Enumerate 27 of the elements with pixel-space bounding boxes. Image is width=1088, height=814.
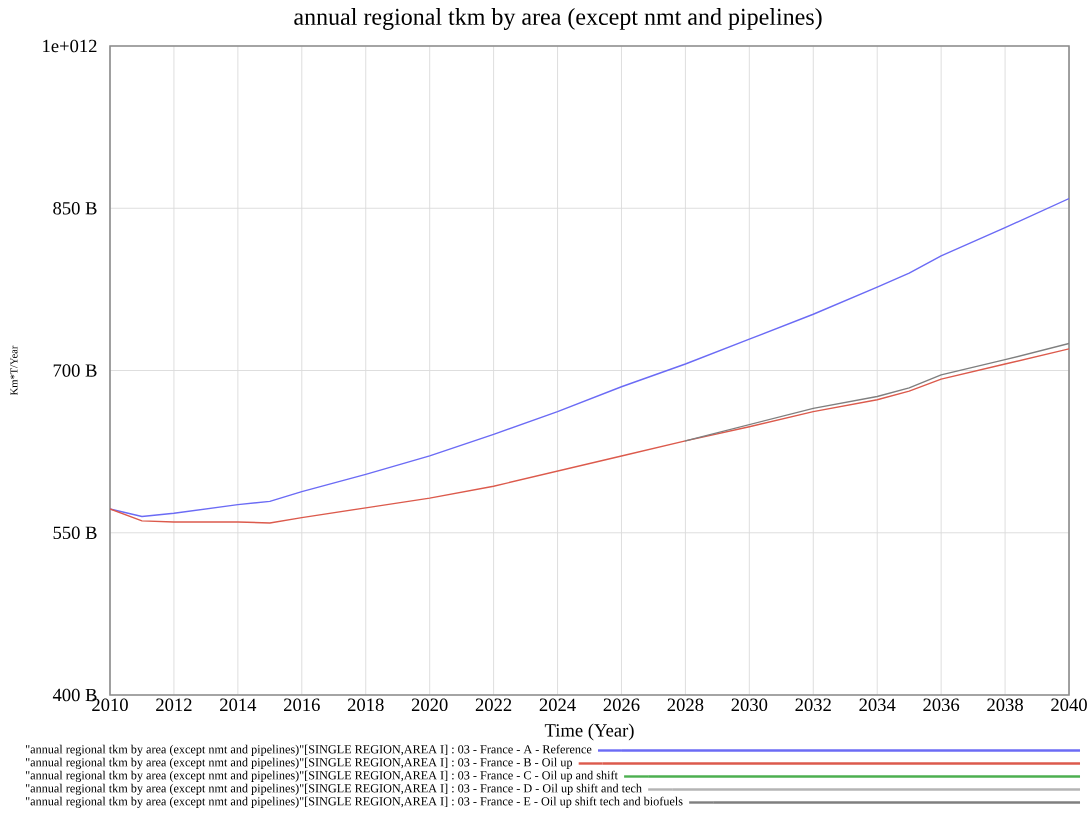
- legend-label: "annual regional tkm by area (except nmt and pipelines)"[SINGLE REGION,AREA I] : 03 - France - E - Oil up shift tech and biofuels: [25, 796, 683, 808]
- y-tick-label: 550 B: [53, 526, 97, 540]
- y-tick-label: 700 B: [53, 364, 97, 377]
- x-tick-label: 2016: [284, 698, 320, 712]
- x-tick-label: 2022: [475, 698, 512, 712]
- y-tick-label: 850 B: [53, 201, 97, 215]
- y-axis-title: Km*T/Year: [10, 345, 18, 396]
- x-tick-label: 2014: [220, 698, 257, 712]
- x-tick-label: 2036: [923, 698, 960, 712]
- x-tick-label: 2024: [539, 698, 576, 712]
- x-tick-label: 2026: [603, 698, 640, 712]
- legend-label: "annual regional tkm by area (except nmt and pipelines)"[SINGLE REGION,AREA I] : 03 - France - D - Oil up shift and tech: [25, 783, 642, 795]
- x-tick-label: 2028: [667, 698, 704, 712]
- x-tick-label: 2040: [1051, 698, 1087, 712]
- legend-label: "annual regional tkm by area (except nmt and pipelines)"[SINGLE REGION,AREA I] : 03 - France - B - Oil up: [25, 757, 573, 769]
- x-tick-label: 2012: [156, 698, 192, 712]
- y-tick-label: 1e+012: [43, 39, 97, 53]
- legend-label: "annual regional tkm by area (except nmt and pipelines)"[SINGLE REGION,AREA I] : 03 - France - A - Reference: [25, 744, 592, 756]
- x-tick-label: 2030: [731, 698, 768, 712]
- x-tick-label: 2020: [411, 698, 448, 712]
- x-tick-label: 2038: [987, 698, 1023, 712]
- chart-title: annual regional tkm by area (except nmt and pipelines): [294, 8, 822, 30]
- x-tick-label: 2032: [795, 698, 831, 712]
- x-axis-title: Time (Year): [544, 723, 634, 741]
- legend-label: "annual regional tkm by area (except nmt and pipelines)"[SINGLE REGION,AREA I] : 03 - France - C - Oil up and shift: [25, 770, 618, 782]
- x-tick-label: 2018: [347, 698, 384, 712]
- x-tick-label: 2034: [859, 698, 896, 712]
